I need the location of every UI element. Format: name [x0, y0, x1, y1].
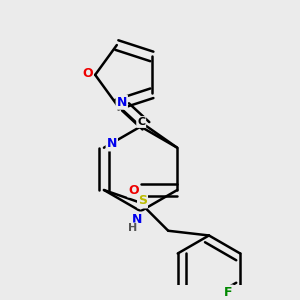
Text: O: O [128, 184, 139, 196]
Text: C: C [137, 117, 145, 127]
Text: S: S [138, 194, 147, 208]
Text: O: O [82, 67, 93, 80]
Text: H: H [128, 224, 137, 233]
Text: F: F [224, 286, 233, 298]
Text: N: N [132, 212, 143, 226]
Text: N: N [106, 137, 117, 151]
Text: N: N [117, 96, 127, 109]
